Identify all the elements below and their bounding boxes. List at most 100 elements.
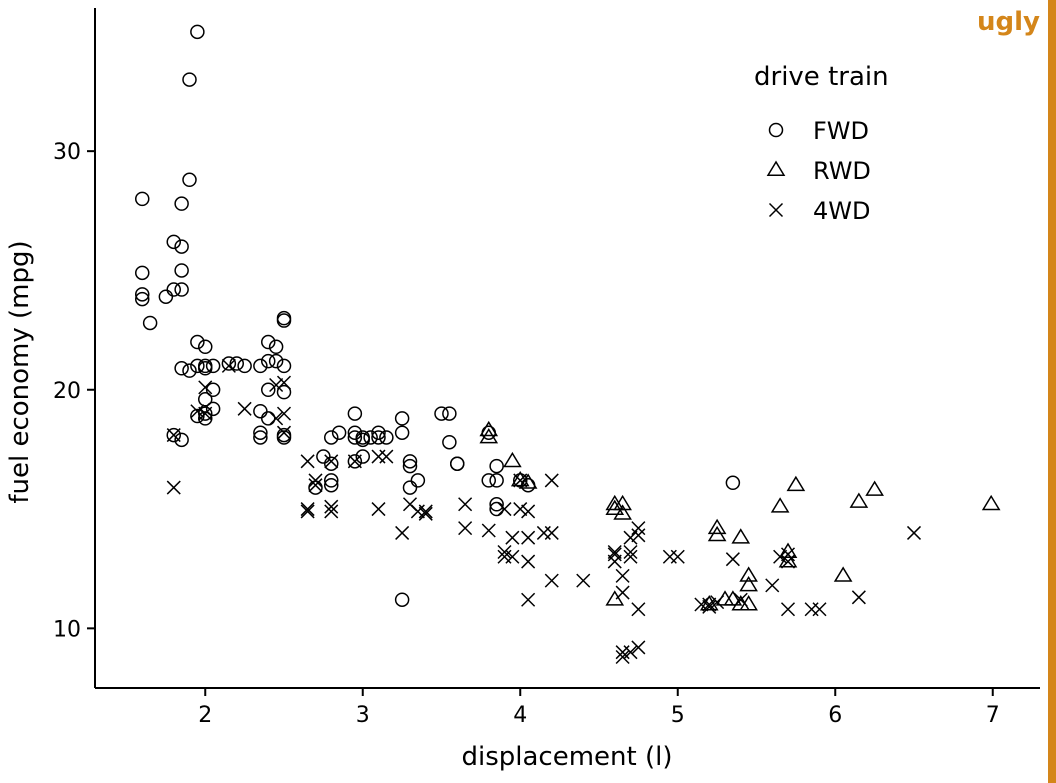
data-point-fwd (221, 356, 237, 371)
data-point-4wd (623, 544, 638, 560)
data-point-rwd (613, 494, 632, 511)
data-point-fwd (276, 358, 292, 374)
data-point-fwd (324, 477, 339, 493)
data-point-fwd (410, 473, 426, 488)
data-point-4wd (308, 478, 323, 493)
data-point-fwd (481, 473, 496, 488)
data-point-4wd (725, 552, 740, 567)
data-point-4wd (513, 502, 528, 517)
data-point-fwd (198, 339, 213, 355)
data-point-fwd (725, 475, 741, 491)
data-point-4wd (521, 530, 536, 545)
data-point-4wd (544, 573, 559, 588)
data-point-4wd (780, 554, 796, 569)
data-point-fwd (371, 430, 386, 445)
data-point-rwd (715, 590, 735, 606)
data-point-4wd (631, 602, 646, 617)
data-point-4wd (623, 645, 638, 660)
data-point-fwd (166, 427, 181, 443)
data-point-rwd (739, 575, 758, 592)
data-point-rwd (849, 492, 869, 508)
data-point-rwd (613, 504, 632, 520)
data-point-4wd (521, 592, 536, 607)
data-point-4wd (347, 454, 362, 469)
data-point-fwd (142, 315, 158, 331)
data-point-4wd (623, 530, 638, 545)
data-point-fwd (237, 358, 252, 374)
data-point-fwd (261, 353, 276, 369)
data-point-4wd (308, 473, 323, 488)
data-point-fwd (198, 361, 213, 376)
data-point-fwd (402, 454, 418, 469)
data-point-fwd (190, 24, 205, 40)
data-point-fwd (347, 430, 363, 445)
data-point-fwd (135, 191, 150, 207)
data-point-4wd (765, 578, 780, 593)
data-point-fwd (450, 456, 465, 471)
data-point-rwd (605, 590, 625, 606)
data-point-4wd (513, 473, 528, 488)
data-point-4wd (418, 504, 433, 519)
x-tick-label: 5 (671, 703, 685, 728)
data-point-rwd (479, 428, 499, 444)
data-point-4wd (615, 568, 630, 583)
data-point-fwd (316, 449, 331, 464)
data-point-fwd (261, 411, 276, 426)
data-point-4wd (536, 525, 551, 540)
x-ticks: 2 3 4 5 6 7 (198, 688, 1000, 728)
data-point-rwd (865, 480, 884, 496)
data-point-rwd (707, 518, 727, 535)
data-point-fwd (205, 401, 221, 417)
data-point-fwd (190, 358, 205, 374)
data-point-4wd (481, 523, 496, 538)
series-rwd (479, 420, 1001, 611)
data-point-fwd (268, 353, 284, 369)
legend-label-4wd: 4WD (813, 197, 870, 225)
data-point-4wd (166, 480, 181, 495)
data-point-rwd (739, 566, 758, 582)
data-point-4wd (521, 504, 536, 519)
data-point-rwd (981, 494, 1001, 511)
data-point-fwd (253, 358, 268, 374)
legend-label-rwd: RWD (813, 157, 871, 185)
series-4wd (166, 358, 922, 665)
data-point-fwd (166, 234, 181, 250)
data-point-4wd (198, 380, 213, 395)
data-point-4wd (623, 549, 638, 564)
data-point-rwd (503, 451, 522, 468)
data-point-4wd (702, 597, 717, 612)
data-point-4wd (458, 497, 473, 512)
data-point-fwd (363, 430, 378, 445)
legend-title: drive train (754, 62, 889, 92)
data-point-4wd (300, 502, 315, 517)
data-point-4wd (631, 528, 646, 543)
data-point-fwd (324, 456, 339, 471)
data-point-rwd (731, 528, 751, 544)
data-point-fwd (347, 425, 363, 440)
data-point-fwd (442, 434, 457, 450)
data-point-4wd (607, 554, 622, 569)
data-point-fwd (489, 501, 504, 517)
legend-key-rwd (766, 160, 786, 176)
data-point-fwd (331, 425, 347, 440)
data-point-4wd (576, 573, 591, 588)
data-point-fwd (198, 392, 213, 407)
data-point-4wd (710, 595, 725, 610)
data-point-fwd (182, 72, 197, 87)
data-point-fwd (489, 458, 504, 474)
data-point-fwd (182, 172, 197, 188)
data-point-4wd (418, 506, 433, 521)
data-point-4wd (631, 521, 646, 536)
data-point-fwd (489, 473, 504, 488)
legend-label-fwd: FWD (813, 117, 869, 145)
data-point-fwd (394, 411, 410, 426)
data-point-4wd (190, 404, 205, 419)
data-point-4wd (544, 525, 559, 540)
data-point-fwd (198, 411, 213, 426)
data-point-rwd (833, 566, 853, 582)
data-point-fwd (135, 287, 150, 302)
data-point-rwd (510, 470, 530, 487)
data-point-fwd (174, 361, 189, 376)
data-point-4wd (804, 602, 819, 617)
